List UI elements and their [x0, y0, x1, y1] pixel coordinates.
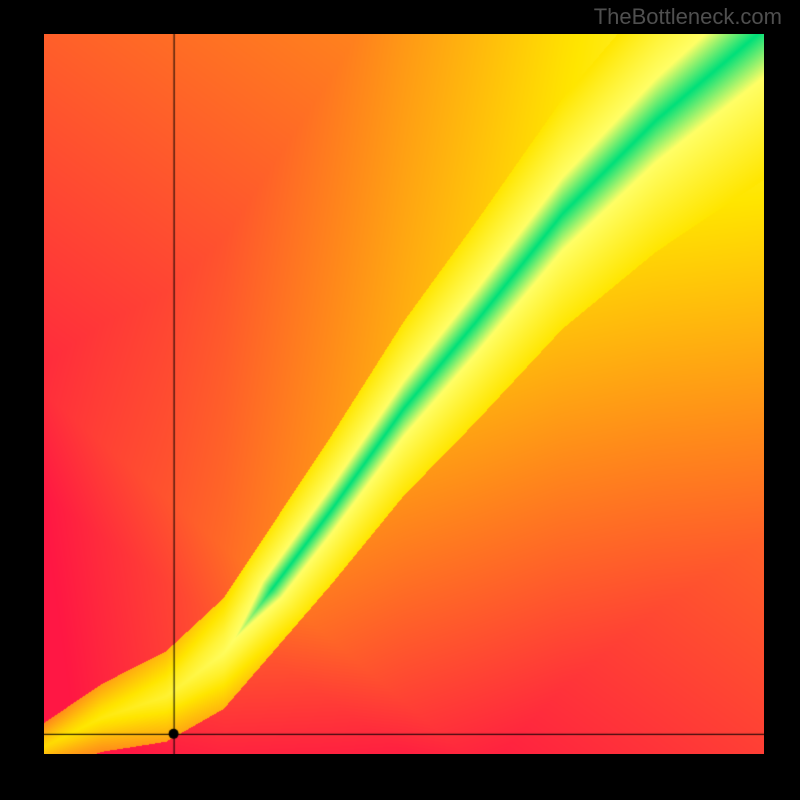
- bottleneck-heatmap: [44, 34, 764, 754]
- chart-container: TheBottleneck.com: [0, 0, 800, 800]
- watermark-text: TheBottleneck.com: [594, 4, 782, 30]
